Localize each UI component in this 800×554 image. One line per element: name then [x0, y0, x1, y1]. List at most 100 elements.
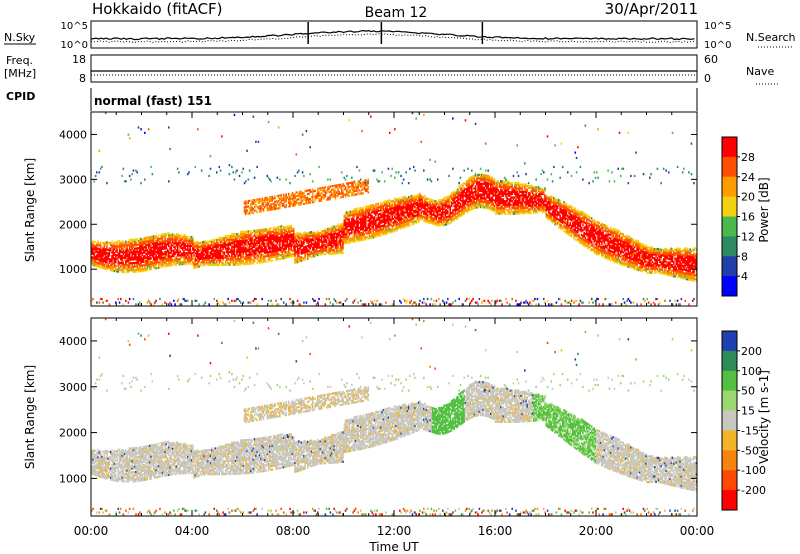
- power-cell: [329, 190, 332, 194]
- power-cell: [96, 250, 98, 253]
- power-cell: [267, 256, 270, 259]
- power-cell: [290, 237, 293, 240]
- power-cell: [209, 244, 212, 247]
- power-cell: [136, 250, 139, 253]
- power-cell: [261, 239, 263, 242]
- power-cell: [320, 188, 323, 191]
- power-cell: [142, 264, 145, 267]
- power-cell: [285, 178, 287, 181]
- power-cell: [131, 238, 133, 241]
- power-cell: [117, 257, 120, 261]
- power-cell: [340, 188, 343, 191]
- power-cell: [342, 226, 344, 229]
- power-cell: [323, 235, 325, 238]
- power-cell: [337, 194, 339, 198]
- power-cell: [241, 232, 243, 235]
- power-cell: [112, 258, 115, 262]
- power-cell: [99, 246, 102, 249]
- power-cell: [217, 253, 219, 256]
- power-cell: [227, 251, 229, 254]
- power-cell: [293, 199, 295, 202]
- power-cell: [234, 299, 237, 302]
- power-cell: [189, 259, 192, 262]
- power-cell: [92, 256, 94, 259]
- power-cell: [347, 237, 349, 241]
- power-cell: [338, 192, 341, 196]
- power-cell: [287, 228, 290, 232]
- power-cell: [305, 200, 308, 203]
- power-cell: [207, 254, 209, 258]
- power-cell: [126, 260, 128, 263]
- power-cell: [128, 174, 131, 178]
- power-cell: [183, 257, 185, 260]
- power-cell: [294, 174, 296, 178]
- power-cell: [122, 265, 125, 268]
- power-cell: [181, 254, 184, 257]
- power-cell: [343, 215, 346, 218]
- power-cell: [246, 248, 248, 251]
- power-cell: [309, 247, 311, 250]
- power-cell: [215, 263, 218, 267]
- power-cell: [169, 260, 171, 264]
- power-cell: [149, 268, 151, 271]
- power-cell: [352, 210, 354, 213]
- power-cell: [323, 195, 325, 198]
- power-cell: [183, 250, 185, 253]
- power-cell: [287, 248, 290, 251]
- power-cell: [190, 252, 193, 255]
- power-cell: [337, 184, 339, 187]
- power-cell: [314, 195, 317, 198]
- power-cell: [284, 206, 286, 209]
- power-cell: [239, 259, 242, 262]
- power-cell: [181, 248, 184, 251]
- power-cell: [247, 200, 250, 203]
- power-cell: [160, 246, 162, 249]
- power-cell: [101, 255, 103, 259]
- power-cell: [180, 239, 183, 242]
- power-cell: [101, 263, 103, 266]
- power-cell: [140, 264, 142, 267]
- power-cell: [296, 257, 299, 260]
- power-cell: [245, 232, 247, 235]
- noise-right-tick-top: 10^5: [704, 21, 731, 32]
- power-cell: [223, 245, 226, 249]
- power-cell: [266, 205, 269, 208]
- power-cell: [207, 253, 209, 256]
- power-cell: [304, 198, 306, 202]
- power-cell: [266, 229, 269, 232]
- power-cell: [340, 241, 343, 244]
- power-cell: [339, 185, 342, 188]
- power-cell: [94, 250, 97, 253]
- power-cell: [258, 247, 261, 250]
- power-cell: [164, 261, 166, 264]
- power-cell: [150, 252, 152, 255]
- power-cell: [140, 259, 142, 262]
- power-cell: [323, 231, 325, 234]
- freq-left-tick-bottom: 8: [79, 72, 86, 85]
- power-cell: [170, 303, 173, 306]
- power-cell: [281, 204, 284, 207]
- power-cell: [296, 171, 299, 174]
- power-cell: [327, 235, 329, 238]
- power-cell: [123, 271, 126, 274]
- power-cell: [180, 234, 183, 237]
- power-cell: [277, 196, 280, 199]
- power-cell: [256, 205, 258, 208]
- power-cell: [128, 262, 131, 265]
- power-cell: [142, 251, 145, 254]
- power-cell: [339, 183, 342, 186]
- power-cell: [189, 252, 192, 255]
- power-cell: [204, 247, 207, 250]
- power-cell: [179, 239, 181, 243]
- power-cell: [92, 242, 94, 245]
- power-cell: [212, 258, 214, 261]
- power-cell: [169, 233, 171, 237]
- power-cell: [103, 253, 106, 256]
- power-cell: [186, 259, 189, 262]
- power-cell: [111, 240, 113, 243]
- power-cell: [99, 259, 102, 262]
- power-cell: [269, 247, 271, 250]
- power-cell: [337, 189, 339, 192]
- power-cell: [205, 260, 208, 263]
- power-cell: [131, 267, 133, 270]
